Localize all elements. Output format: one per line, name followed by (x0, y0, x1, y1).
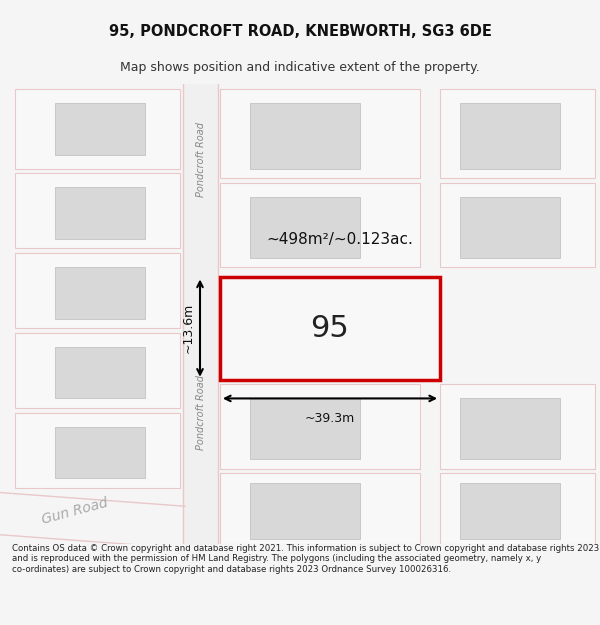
Text: Gun Road: Gun Road (40, 496, 110, 526)
Bar (15, 332, 180, 408)
Bar (55, 103, 145, 154)
Bar (460, 197, 560, 258)
Bar (15, 173, 180, 248)
Bar (220, 182, 420, 267)
Text: Map shows position and indicative extent of the property.: Map shows position and indicative extent… (120, 61, 480, 74)
Bar (55, 347, 145, 399)
Bar (220, 276, 440, 379)
Bar (15, 412, 180, 488)
Text: ~498m²/~0.123ac.: ~498m²/~0.123ac. (266, 231, 413, 246)
Bar (250, 197, 360, 258)
Bar (250, 482, 360, 539)
Bar (55, 426, 145, 478)
Bar (440, 474, 595, 544)
Bar (220, 89, 420, 178)
Text: Pondcroft Road: Pondcroft Road (196, 375, 205, 450)
Bar (440, 384, 595, 469)
Bar (15, 253, 180, 328)
Bar (55, 188, 145, 239)
Text: Contains OS data © Crown copyright and database right 2021. This information is : Contains OS data © Crown copyright and d… (12, 544, 599, 574)
Bar (15, 89, 180, 169)
Bar (55, 268, 145, 319)
Text: ~39.3m: ~39.3m (305, 411, 355, 424)
Bar (460, 103, 560, 169)
Bar (440, 182, 595, 267)
Bar (460, 399, 560, 459)
Bar (250, 103, 360, 169)
Text: ~13.6m: ~13.6m (182, 303, 195, 353)
Bar (220, 384, 420, 469)
Text: 95: 95 (311, 314, 349, 342)
Text: Pondcroft Road: Pondcroft Road (196, 122, 205, 197)
Bar (440, 89, 595, 178)
Bar (220, 474, 420, 544)
Bar (460, 482, 560, 539)
Bar (250, 399, 360, 459)
Text: 95, PONDCROFT ROAD, KNEBWORTH, SG3 6DE: 95, PONDCROFT ROAD, KNEBWORTH, SG3 6DE (109, 24, 491, 39)
